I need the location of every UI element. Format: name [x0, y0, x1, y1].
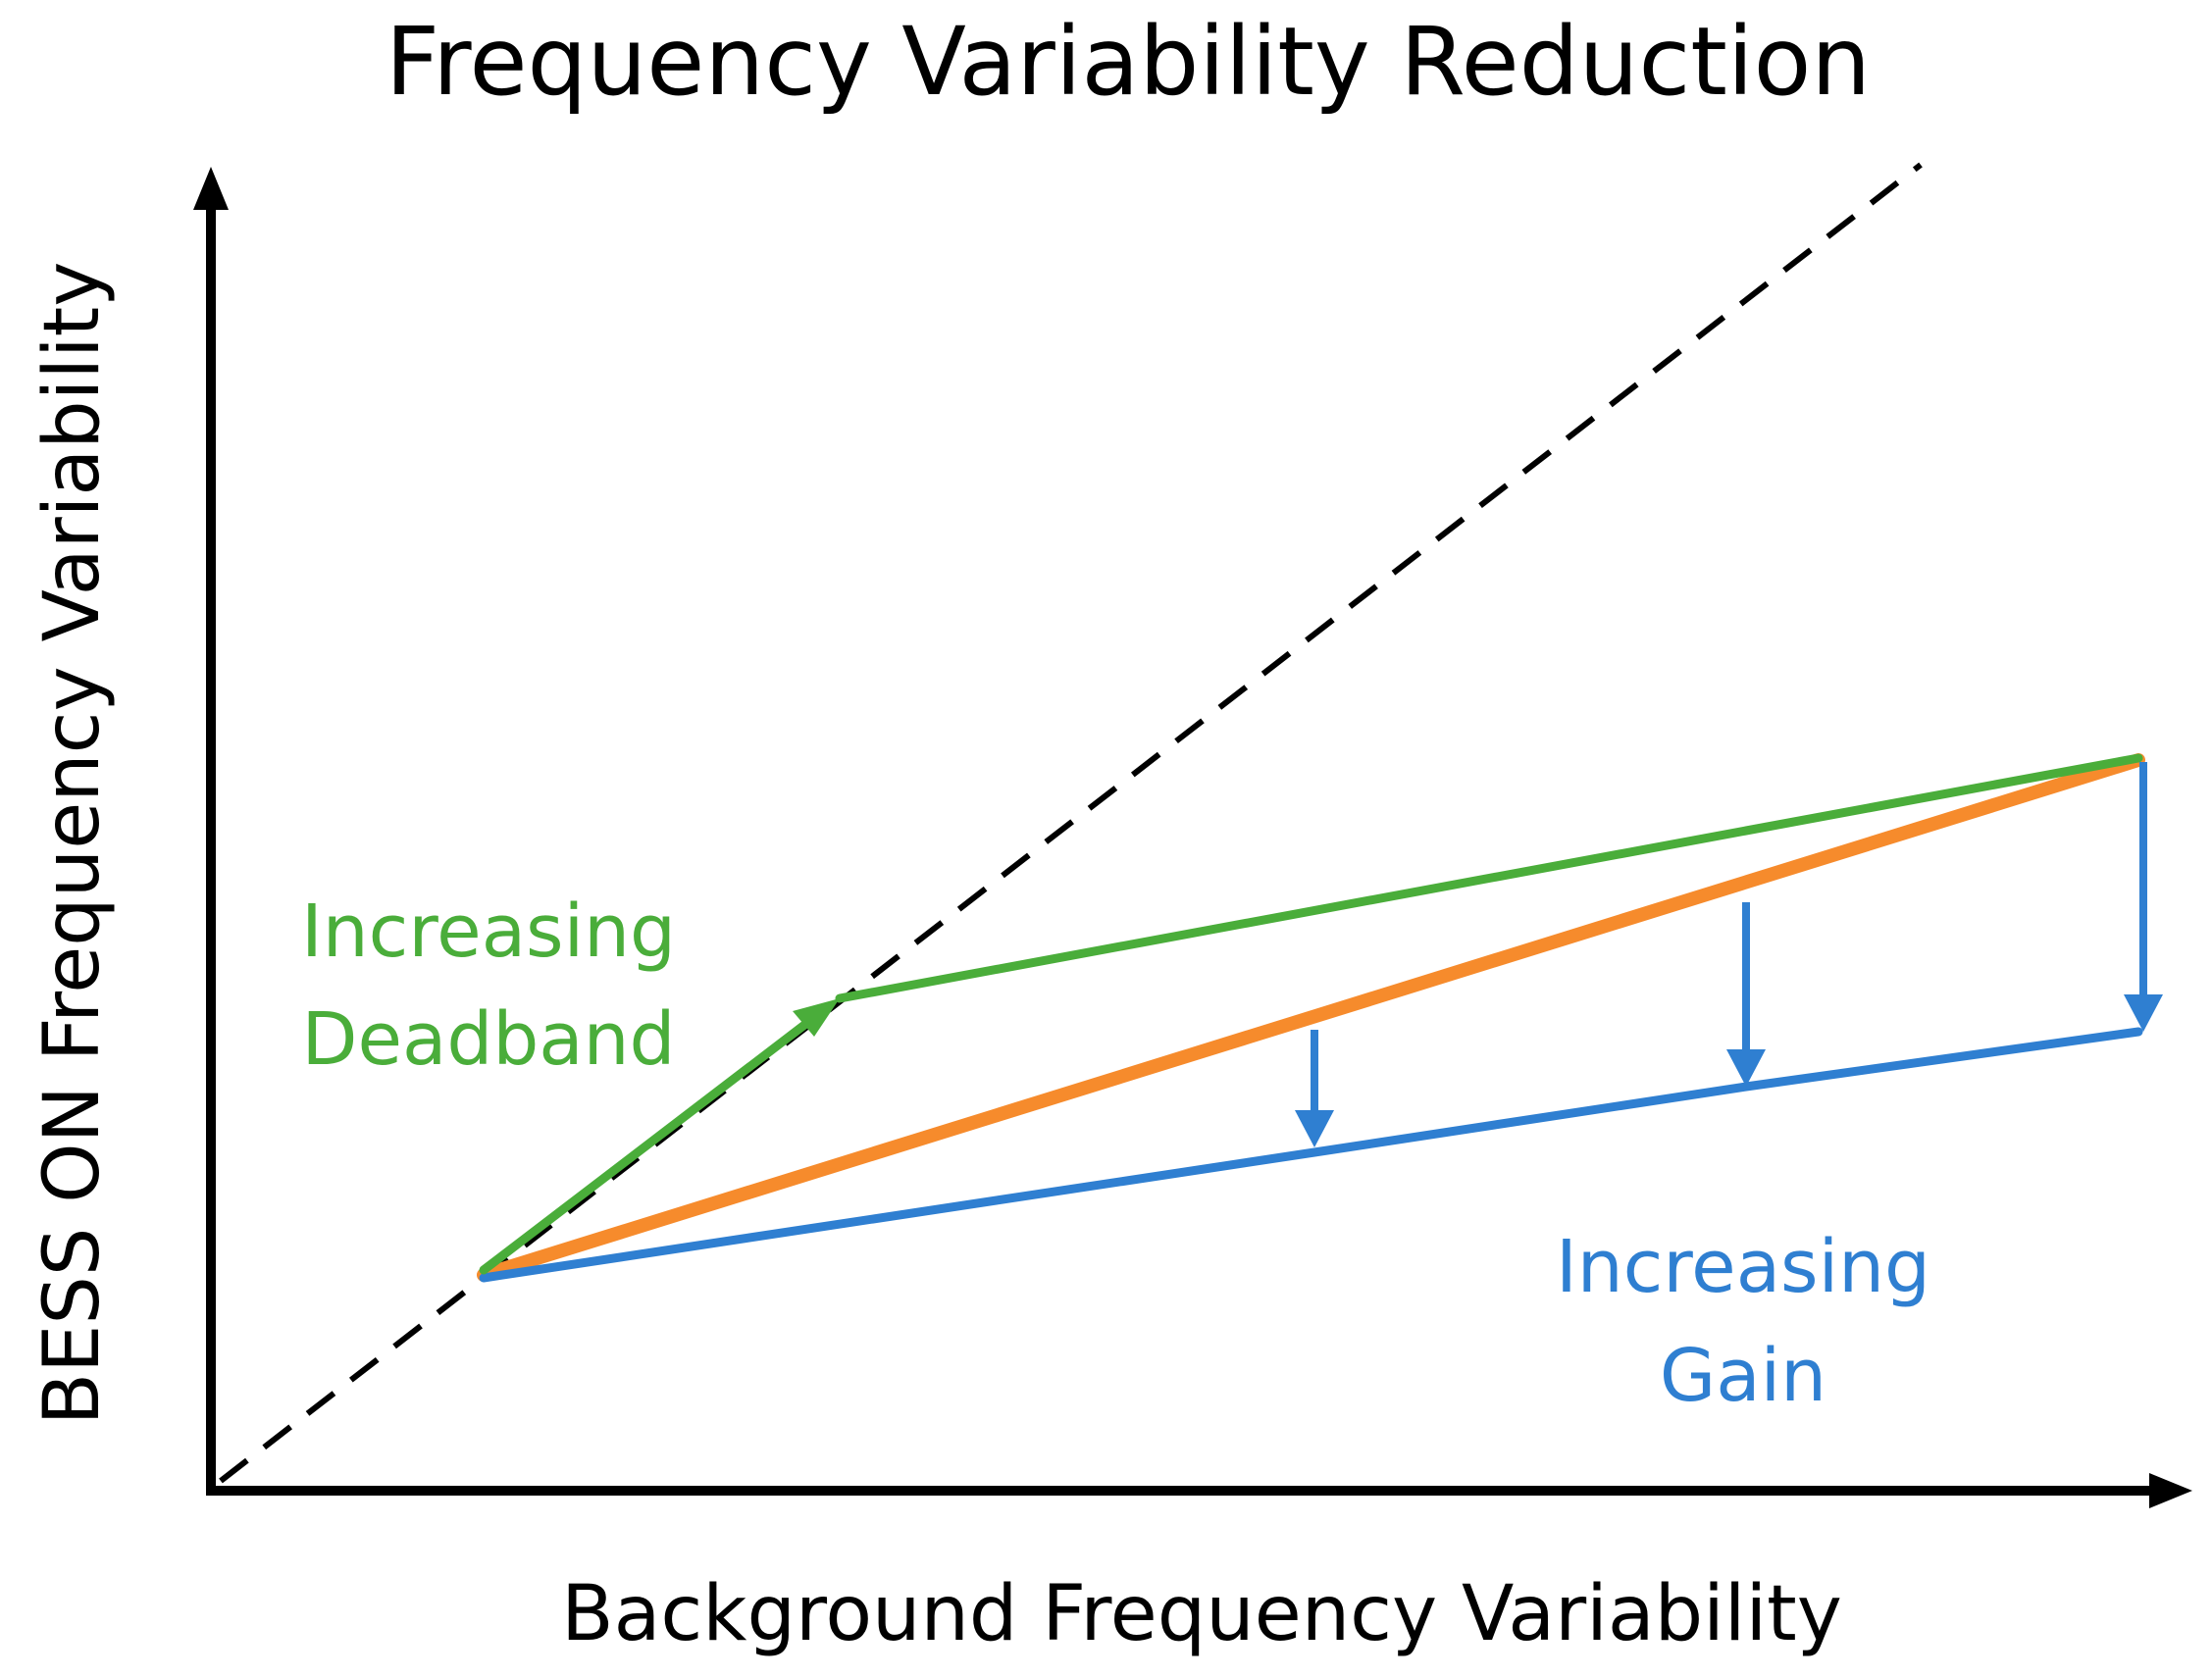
- gain-annotation-line2: Gain: [1660, 1334, 1826, 1418]
- baseline-response-line: [477, 753, 2145, 1282]
- x-axis-label: Background Frequency Variability: [561, 1570, 1842, 1658]
- gain-arrow-left: [1295, 1030, 1334, 1147]
- diagram-title: Frequency Variability Reduction: [386, 7, 1871, 117]
- gain-response-line: [479, 1027, 2143, 1283]
- gain-arrow-middle: [1726, 902, 1766, 1087]
- deadband-response-line: [835, 753, 2143, 1003]
- x-axis-arrowhead: [2149, 1473, 2192, 1508]
- y-axis-arrowhead: [193, 167, 229, 210]
- gain-arrow-right: [2124, 762, 2163, 1032]
- gain-annotation-line1: Increasing: [1556, 1225, 1930, 1309]
- y-axis-label: BESS ON Frequency Variability: [28, 262, 117, 1426]
- deadband-diagonal-segment: [479, 1011, 821, 1275]
- deadband-annotation-line2: Deadband: [301, 997, 675, 1082]
- deadband-arrowhead: [793, 998, 840, 1037]
- deadband-annotation-line1: Increasing: [301, 890, 676, 974]
